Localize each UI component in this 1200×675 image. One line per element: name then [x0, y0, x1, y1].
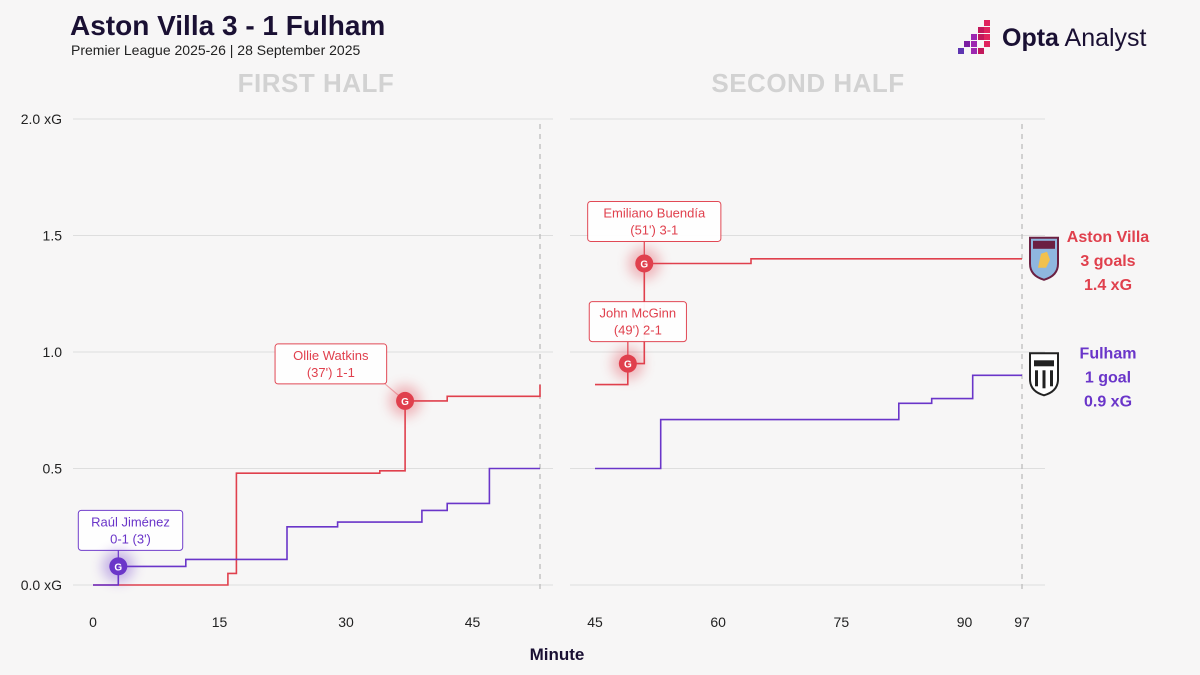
opta-analyst-logo: Opta Analyst — [958, 20, 1158, 56]
crest-stripe — [1050, 370, 1053, 387]
y-tick-label: 0.5 — [43, 461, 63, 477]
opta-logo-icon — [958, 20, 990, 54]
annotation-box — [77, 509, 184, 551]
x-tick-label: 45 — [465, 614, 481, 630]
series-line-fulham — [93, 467, 540, 586]
crest-band — [1034, 360, 1054, 367]
team-summary-fulham: Fulham — [1080, 345, 1137, 362]
half-title: SECOND HALF — [711, 68, 904, 98]
team-summary-fulham: 0.9 xG — [1084, 393, 1132, 410]
x-tick-label: 75 — [834, 614, 850, 630]
x-tick-label: 45 — [587, 614, 603, 630]
annotation-score: (37') 1-1 — [307, 365, 355, 380]
y-tick-label: 1.5 — [43, 228, 63, 244]
annotation-scorer: John McGinn — [600, 306, 677, 321]
annotation-box — [274, 343, 388, 385]
half-title: FIRST HALF — [238, 68, 395, 98]
annotation-scorer: Emiliano Buendía — [603, 205, 706, 220]
goal-marker — [109, 557, 128, 576]
y-tick-label: 2.0 xG — [21, 111, 62, 127]
crest-stripe — [1035, 370, 1038, 387]
series-line-villa — [93, 384, 541, 586]
goal-marker-label: G — [114, 562, 122, 573]
y-tick-label: 0.0 xG — [21, 577, 62, 593]
crest-stripe — [1042, 370, 1046, 389]
y-tick-label: 1.0 — [43, 344, 63, 360]
goal-marker — [396, 391, 415, 410]
fulham-crest-icon — [1029, 352, 1059, 397]
goal-marker-label: G — [401, 397, 409, 408]
series-line-fulham — [595, 374, 1022, 470]
annotation-box — [588, 301, 687, 343]
x-tick-label: 0 — [89, 614, 97, 630]
goal-marker-label: G — [624, 360, 632, 371]
goal-marker — [635, 254, 654, 273]
x-tick-label: 60 — [710, 614, 726, 630]
x-tick-label: 90 — [957, 614, 973, 630]
annotation-score: (49') 2-1 — [614, 323, 662, 338]
x-tick-label: 15 — [212, 614, 228, 630]
goal-marker-label: G — [640, 259, 648, 270]
team-summary-fulham: 1 goal — [1085, 369, 1131, 386]
annotation-scorer: Ollie Watkins — [293, 348, 369, 363]
chart-title: Aston Villa 3 - 1 Fulham — [70, 10, 386, 41]
annotation-score: 0-1 (3') — [110, 531, 151, 546]
team-summary-villa: 3 goals — [1080, 253, 1135, 270]
x-axis-label: Minute — [530, 645, 585, 664]
crest-lion — [1038, 251, 1050, 268]
aston-villa-crest-icon — [1029, 236, 1059, 281]
brand-name: Opta Analyst — [1002, 24, 1147, 52]
x-tick-label: 97 — [1014, 614, 1030, 630]
x-tick-label: 30 — [338, 614, 354, 630]
crest-band — [1033, 240, 1055, 249]
team-summary-villa: 1.4 xG — [1084, 277, 1132, 294]
annotation-score: (51') 3-1 — [630, 222, 678, 237]
chart-subtitle: Premier League 2025-26 | 28 September 20… — [71, 42, 361, 58]
annotation-box — [587, 200, 722, 242]
annotation-scorer: Raúl Jiménez — [91, 514, 170, 529]
team-summary-villa: Aston Villa — [1067, 229, 1149, 246]
goal-marker — [618, 354, 637, 373]
